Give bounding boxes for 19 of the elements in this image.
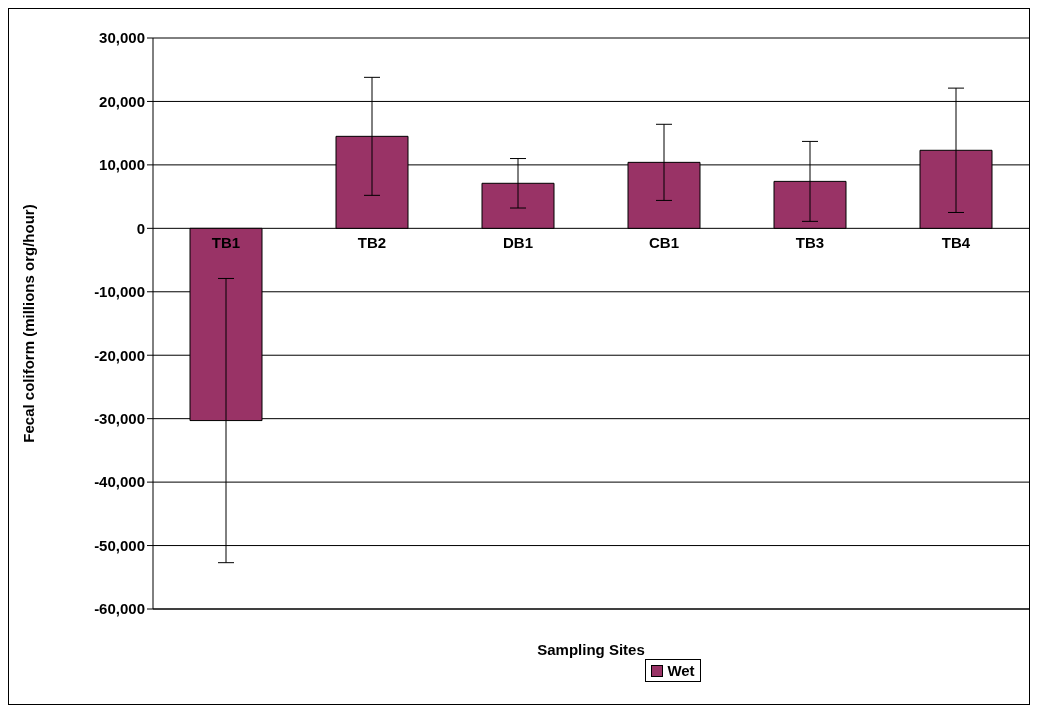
y-tick-label: 20,000: [99, 92, 145, 110]
y-tick-label: -30,000: [94, 409, 145, 427]
y-tick-label: -40,000: [94, 473, 145, 491]
y-tick-label: -50,000: [94, 536, 145, 554]
legend-label: Wet: [666, 662, 695, 679]
x-tick-label: CB1: [648, 234, 680, 252]
y-tick-label: 30,000: [99, 29, 145, 47]
y-tick-label: 0: [136, 219, 145, 237]
x-tick-label: TB2: [357, 234, 387, 252]
x-tick-label: TB4: [941, 234, 971, 252]
y-tick-label: 10,000: [99, 156, 145, 174]
x-tick-label: TB1: [211, 234, 241, 252]
x-tick-label: DB1: [502, 234, 534, 252]
y-tick-label: -10,000: [94, 283, 145, 301]
y-tick-label: -60,000: [94, 600, 145, 618]
y-tick-label: -20,000: [94, 346, 145, 364]
y-axis-title: Fecal coliform (millions org/hour): [20, 204, 38, 443]
x-tick-label: TB3: [795, 234, 825, 252]
x-axis-title: Sampling Sites: [537, 641, 645, 658]
